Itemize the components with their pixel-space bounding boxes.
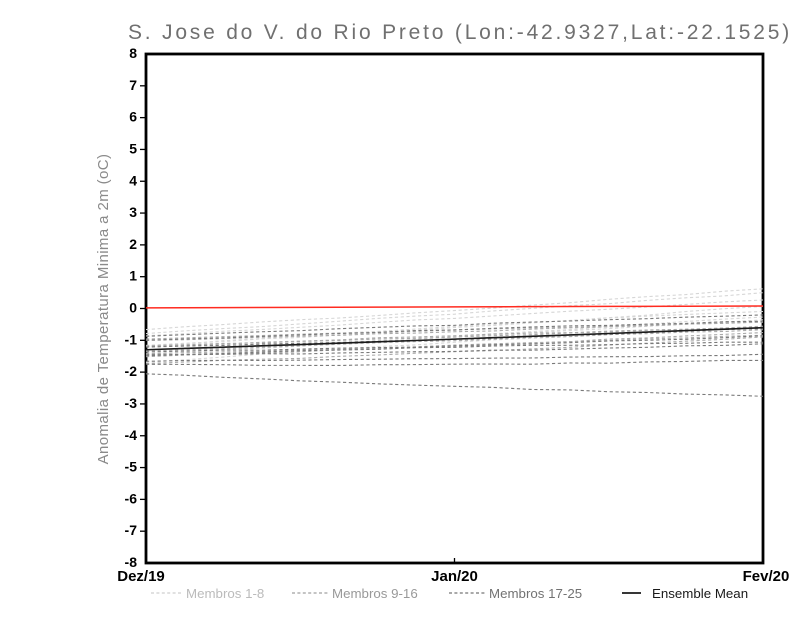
svg-text:0: 0 — [129, 300, 137, 316]
svg-text:-6: -6 — [125, 490, 138, 506]
svg-text:7: 7 — [129, 77, 137, 93]
svg-text:S. Jose do V. do Rio Preto (Lo: S. Jose do V. do Rio Preto (Lon:-42.9327… — [128, 21, 792, 44]
svg-text:Membros 1-8: Membros 1-8 — [186, 586, 264, 601]
svg-text:-2: -2 — [125, 363, 138, 379]
svg-text:-1: -1 — [125, 331, 138, 347]
svg-text:-3: -3 — [125, 395, 138, 411]
svg-text:4: 4 — [129, 172, 137, 188]
svg-text:-4: -4 — [125, 427, 138, 443]
svg-text:6: 6 — [129, 109, 137, 125]
svg-text:Fev/20: Fev/20 — [743, 568, 790, 585]
svg-text:Ensemble Mean: Ensemble Mean — [652, 586, 748, 601]
svg-text:-5: -5 — [125, 459, 138, 475]
svg-text:3: 3 — [129, 204, 137, 220]
svg-text:-7: -7 — [125, 522, 138, 538]
svg-text:5: 5 — [129, 140, 137, 156]
svg-text:Dez/19: Dez/19 — [117, 568, 165, 585]
svg-text:8: 8 — [129, 45, 137, 61]
svg-text:Anomalia de Temperatura Minima: Anomalia de Temperatura Minima a 2m (oC) — [95, 154, 112, 465]
svg-text:Membros 9-16: Membros 9-16 — [332, 586, 418, 601]
svg-text:2: 2 — [129, 236, 137, 252]
svg-text:1: 1 — [129, 268, 137, 284]
svg-text:Membros 17-25: Membros 17-25 — [489, 586, 582, 601]
svg-text:Jan/20: Jan/20 — [431, 568, 478, 585]
